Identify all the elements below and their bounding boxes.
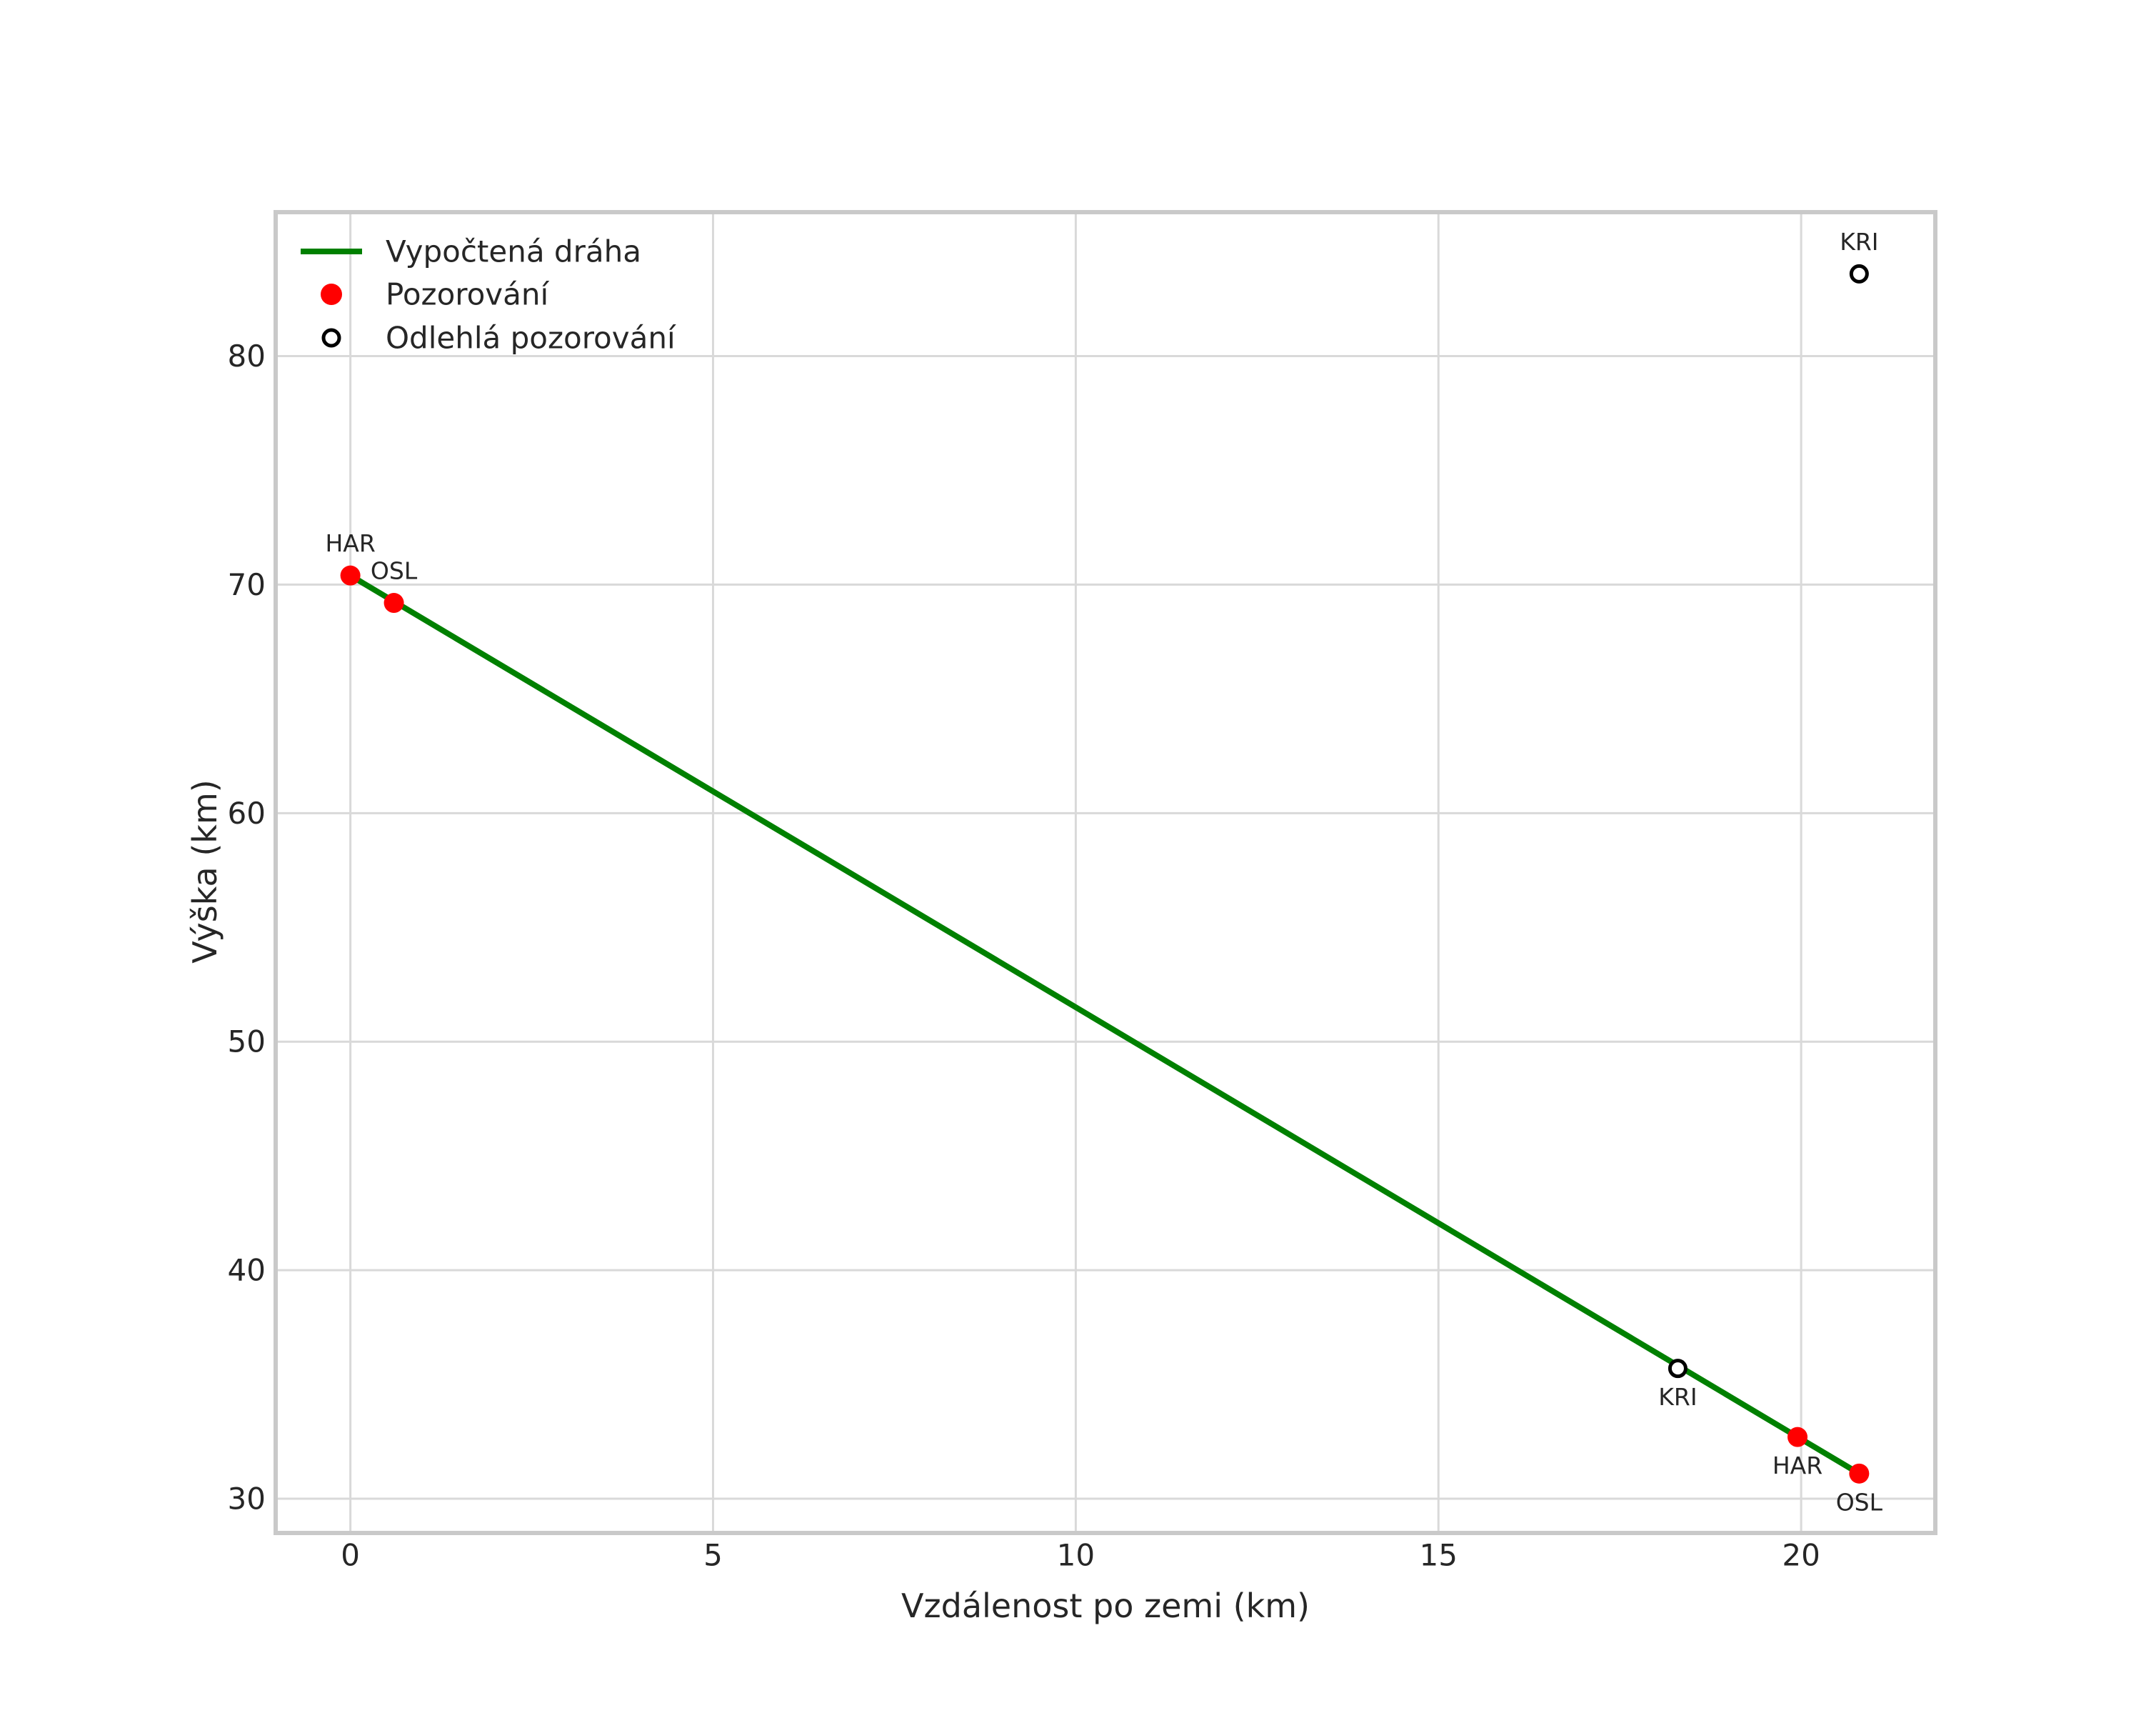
trajectory-line [349, 573, 1861, 1477]
data-points-layer [340, 264, 1870, 1484]
station-label-osl: OSL [371, 557, 418, 585]
outlier-point-kri [1849, 264, 1869, 284]
observation-point-osl [383, 593, 404, 614]
observation-point-har [340, 565, 361, 586]
y-axis-title: Výška (km) [186, 779, 224, 963]
x-tick-label: 15 [1419, 1538, 1457, 1573]
outlier-point-kri [1668, 1359, 1688, 1379]
x-tick-label: 5 [703, 1538, 723, 1573]
observation-point-osl [1849, 1463, 1870, 1484]
y-tick-label: 40 [228, 1253, 266, 1288]
y-tick-labels: 30 40 50 60 70 80 [228, 339, 266, 1516]
x-tick-labels: 0 5 10 15 20 [341, 1538, 1820, 1573]
y-tick-label: 50 [228, 1024, 266, 1059]
station-label-har: HAR [1773, 1452, 1822, 1479]
y-tick-label: 80 [228, 339, 266, 374]
x-tick-label: 20 [1782, 1538, 1820, 1573]
station-label-kri: KRI [1658, 1383, 1697, 1411]
station-label-kri: KRI [1840, 228, 1878, 256]
legend-outlier-marker [321, 328, 341, 348]
observation-point-har [1788, 1427, 1808, 1447]
station-label-har: HAR [325, 529, 375, 557]
x-tick-label: 10 [1057, 1538, 1095, 1573]
plot-border-rect [274, 210, 1937, 1535]
station-label-osl: OSL [1836, 1488, 1883, 1516]
x-axis-title: Vzdálenost po zemi (km) [901, 1587, 1310, 1625]
y-tick-label: 60 [228, 796, 266, 831]
trajectory-line-layer [349, 573, 1861, 1477]
gridlines [276, 212, 1935, 1533]
legend-label-trajectory: Vypočtená dráha [386, 234, 641, 269]
y-tick-label: 30 [228, 1482, 266, 1517]
x-tick-label: 0 [341, 1538, 360, 1573]
legend-observation-marker [321, 284, 342, 305]
legend-label-outliers: Odlehlá pozorování [386, 321, 676, 356]
y-tick-label: 70 [228, 567, 266, 602]
plot-border [274, 210, 1937, 1535]
legend: Vypočtená dráha Pozorování Odlehlá pozor… [301, 234, 676, 356]
legend-label-observations: Pozorování [386, 277, 550, 312]
